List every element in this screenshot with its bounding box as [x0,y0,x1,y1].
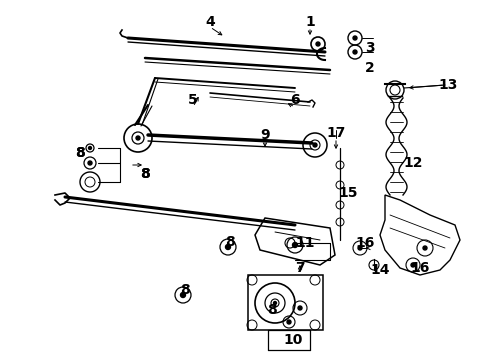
Text: 4: 4 [204,15,214,29]
Circle shape [88,161,92,165]
Circle shape [357,246,361,250]
Circle shape [292,243,297,248]
Text: 8: 8 [140,167,149,181]
Circle shape [286,320,290,324]
Text: 10: 10 [283,333,302,347]
Circle shape [422,246,426,250]
Text: 8: 8 [180,283,189,297]
Text: 8: 8 [75,146,85,160]
Text: 15: 15 [338,186,357,200]
Text: 16: 16 [355,236,374,250]
Text: 11: 11 [295,236,314,250]
Text: 2: 2 [365,61,374,75]
Circle shape [297,306,302,310]
Circle shape [312,143,316,147]
Text: 9: 9 [260,128,269,142]
Text: 1: 1 [305,15,314,29]
Text: 12: 12 [403,156,422,170]
Circle shape [225,244,230,249]
Circle shape [315,42,319,46]
Text: 8: 8 [140,167,149,181]
Text: 17: 17 [325,126,345,140]
Text: 16: 16 [409,261,429,275]
Text: 5: 5 [188,93,198,107]
Text: 14: 14 [369,263,389,277]
Circle shape [136,136,140,140]
Circle shape [273,302,276,305]
Text: 6: 6 [289,93,299,107]
Text: 8: 8 [266,303,276,317]
Circle shape [352,36,356,40]
Circle shape [352,50,356,54]
Circle shape [410,263,414,267]
Circle shape [88,147,91,149]
Text: 3: 3 [365,41,374,55]
Text: 8: 8 [224,235,234,249]
Text: 8: 8 [75,146,85,160]
Text: 13: 13 [437,78,457,92]
Circle shape [180,292,185,297]
Text: 7: 7 [295,261,304,275]
